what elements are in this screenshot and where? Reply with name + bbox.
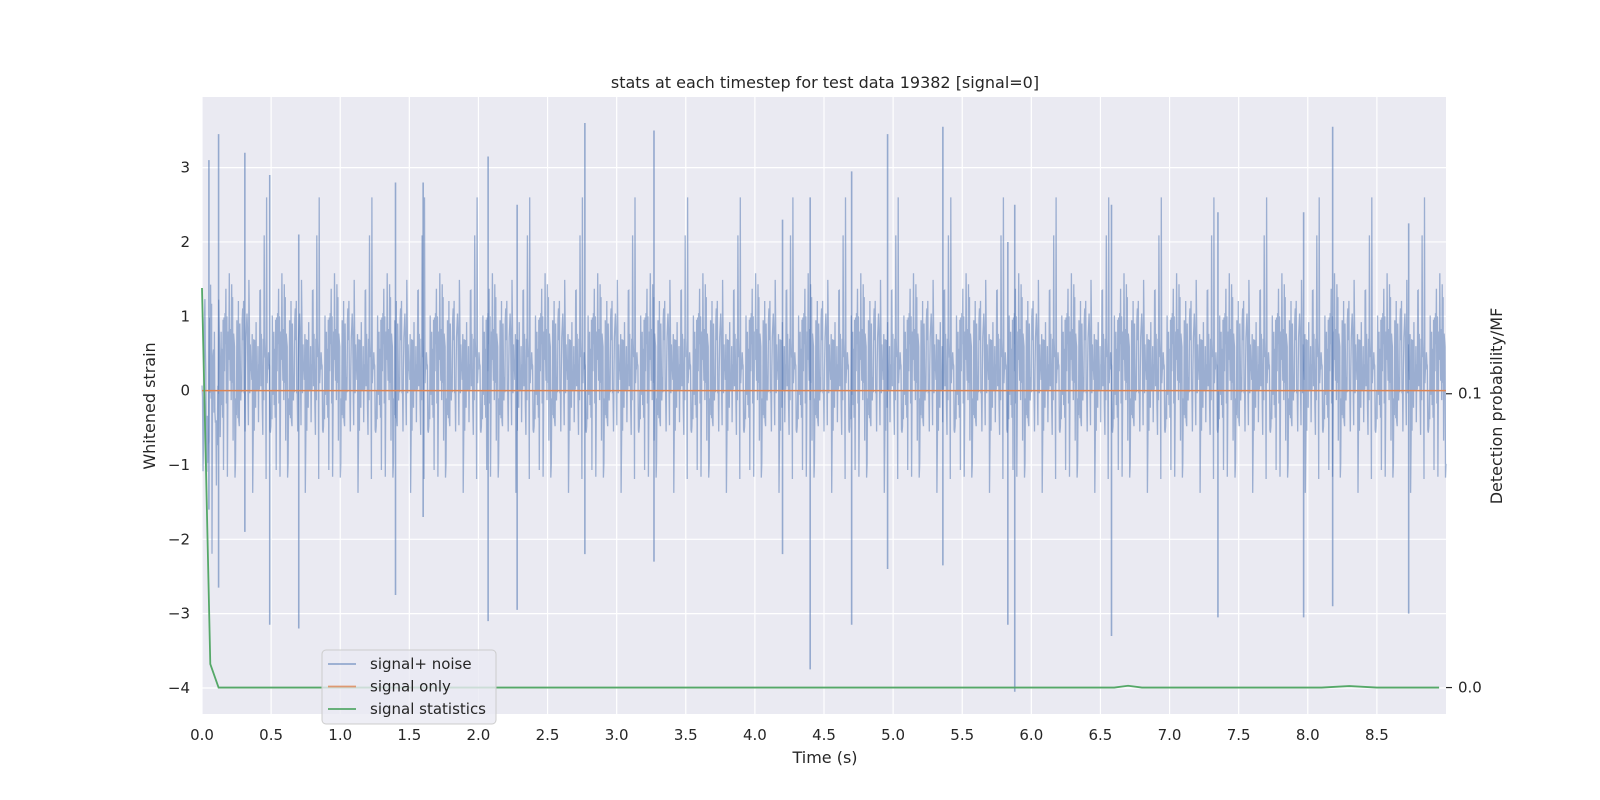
y-tick-label: 2: [180, 233, 190, 251]
x-tick-label: 4.5: [812, 726, 836, 744]
x-tick-label: 8.0: [1296, 726, 1320, 744]
chart-title: stats at each timestep for test data 193…: [611, 73, 1039, 92]
series-signal-statistics-line: [201, 287, 1440, 689]
y-tick-label: 0: [180, 382, 190, 400]
x-tick-label: 5.5: [950, 726, 974, 744]
y-axis-label: Whitened strain: [140, 342, 159, 469]
x-tick-label: 2.0: [467, 726, 491, 744]
legend: signal+ noise signal only signal statistic…: [321, 649, 497, 725]
legend-entry-label: signal statistics: [370, 700, 486, 718]
x-tick-label: 4.0: [743, 726, 767, 744]
y-right-tick-label: 0.0: [1458, 679, 1482, 697]
x-tick-label: 6.5: [1089, 726, 1113, 744]
legend-entry-label: signal only: [370, 678, 451, 696]
legend-entry-label: signal+ noise: [370, 655, 472, 673]
x-tick-label: 3.0: [605, 726, 629, 744]
series-layer: [201, 123, 1447, 692]
y-axis-label-right: Detection probability/MF: [1487, 308, 1506, 505]
y-tick-label: −4: [168, 679, 190, 697]
x-tick-label: 1.5: [397, 726, 421, 744]
x-tick-label: 7.0: [1158, 726, 1182, 744]
legend-box: [321, 649, 497, 725]
axes-layer: 0.0 0.5 1.0 1.5 2.0 2.5 3.0 3.5 4.0 4.5 5.0 5.5 6.0 6…: [168, 159, 1482, 744]
x-tick-label: 3.5: [674, 726, 698, 744]
x-tick-label: 0.0: [190, 726, 214, 744]
series-signal-noise-line: [201, 197, 1447, 554]
y-tick-label: 1: [180, 307, 190, 325]
y-tick-label: 3: [180, 159, 190, 177]
x-tick-label: 5.0: [881, 726, 905, 744]
signal-noise-spikes: [208, 123, 1410, 692]
x-tick-label: 6.0: [1019, 726, 1043, 744]
x-axis-label: Time (s): [791, 748, 857, 767]
y-right-tick-label: 0.1: [1458, 385, 1482, 403]
x-tick-label: 8.5: [1365, 726, 1389, 744]
y-tick-label: −2: [168, 530, 190, 548]
x-tick-label: 0.5: [259, 726, 283, 744]
y-tick-label: −3: [168, 605, 190, 623]
x-tick-label: 1.0: [328, 726, 352, 744]
x-tick-label: 2.5: [536, 726, 560, 744]
x-tick-label: 7.5: [1227, 726, 1251, 744]
y-tick-label: −1: [168, 456, 190, 474]
